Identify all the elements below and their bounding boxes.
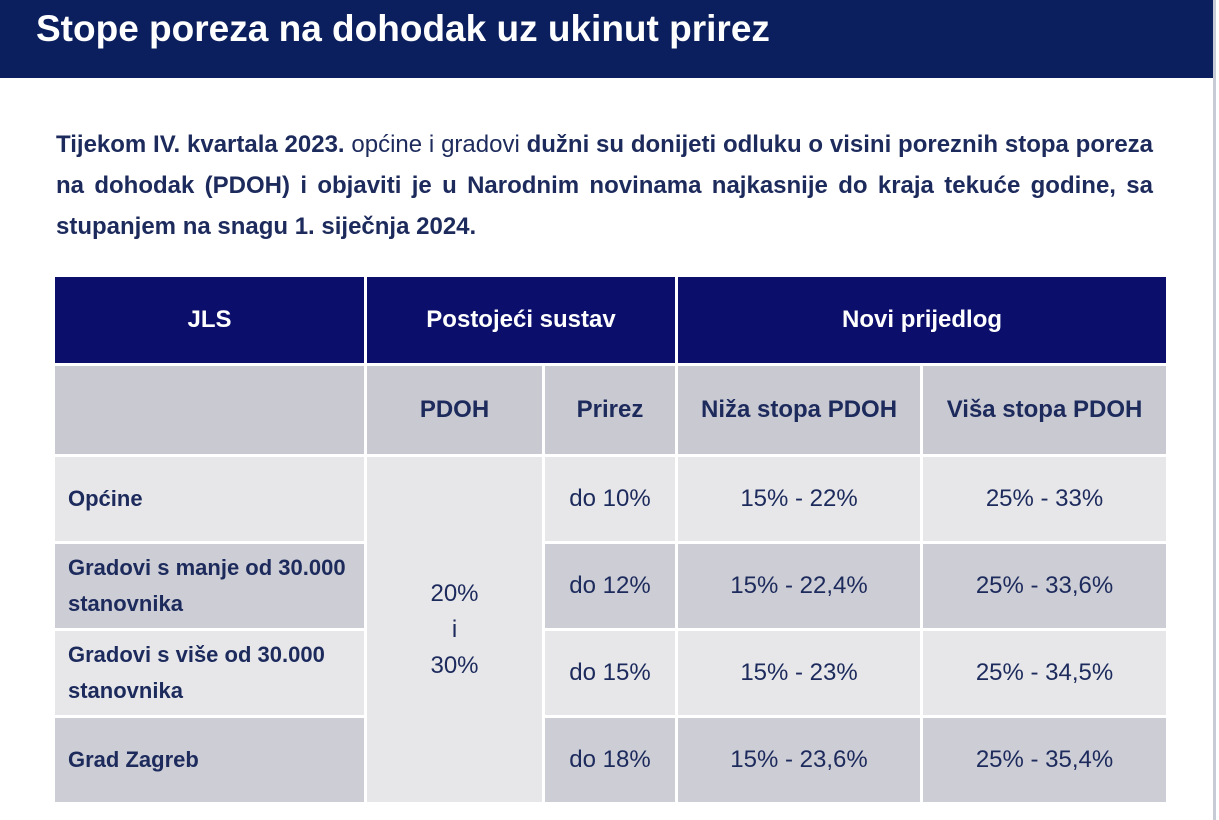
row-lower-rate: 15% - 23% [675, 628, 924, 718]
right-edge-line [1213, 0, 1216, 820]
row-lower-rate: 15% - 22% [675, 454, 924, 544]
table-row: Općine 20% i 30% do 10% 15% - 22% 25% - … [52, 454, 1170, 805]
header-current-system: Postojeći sustav [363, 274, 679, 366]
row-higher-rate: 25% - 34,5% [920, 628, 1170, 718]
subheader-lower-rate: Niža stopa PDOH [675, 363, 924, 457]
pdoh-current-rates: 20% i 30% [364, 454, 545, 805]
title-bar: Stope poreza na dohodak uz ukinut prirez [0, 0, 1213, 78]
row-jls: Općine [52, 454, 367, 544]
tax-rates-table: JLS Postojeći sustav Novi prijedlog PDOH… [52, 274, 1170, 805]
subheader-empty [52, 363, 367, 457]
intro-paragraph: Tijekom IV. kvartala 2023. općine i grad… [56, 124, 1153, 247]
subheader-higher-rate: Viša stopa PDOH [920, 363, 1170, 457]
row-jls: Gradovi s više od 30.000 stanovnika [52, 628, 367, 718]
row-jls: Grad Zagreb [52, 715, 367, 805]
row-prirez: do 10% [541, 454, 679, 544]
intro-lead: Tijekom IV. kvartala 2023. [56, 131, 345, 158]
row-higher-rate: 25% - 33% [920, 454, 1170, 544]
table-row: Grad Zagreb do 18% 15% - 23,6% 25% - 35,… [52, 715, 1170, 805]
row-higher-rate: 25% - 33,6% [920, 541, 1170, 631]
row-lower-rate: 15% - 22,4% [675, 541, 924, 631]
intro-body: dužni su donijeti odluku o visini porezn… [56, 131, 1154, 240]
row-higher-rate: 25% - 35,4% [920, 715, 1170, 805]
intro-subject: općine i gradovi [344, 131, 527, 158]
header-jls: JLS [52, 274, 367, 366]
subheader-prirez: Prirez [541, 363, 679, 457]
row-prirez: do 18% [541, 715, 679, 805]
header-new-proposal: Novi prijedlog [675, 274, 1170, 366]
row-lower-rate: 15% - 23,6% [675, 715, 924, 805]
subheader-pdoh: PDOH [364, 363, 545, 457]
page-title: Stope poreza na dohodak uz ukinut prirez [36, 8, 770, 49]
pdoh-rate-connector: i [451, 615, 458, 643]
table-row: Gradovi s manje od 30.000 stanovnika do … [52, 541, 1170, 631]
table-header-row: JLS Postojeći sustav Novi prijedlog [52, 274, 1170, 366]
pdoh-rate-high: 30% [430, 651, 479, 679]
row-prirez: do 12% [541, 541, 679, 631]
row-jls: Gradovi s manje od 30.000 stanovnika [52, 541, 367, 631]
table-subheader-row: PDOH Prirez Niža stopa PDOH Viša stopa P… [52, 363, 1170, 457]
row-prirez: do 15% [541, 628, 679, 718]
table-row: Gradovi s više od 30.000 stanovnika do 1… [52, 628, 1170, 718]
pdoh-rate-low: 20% [430, 579, 479, 607]
